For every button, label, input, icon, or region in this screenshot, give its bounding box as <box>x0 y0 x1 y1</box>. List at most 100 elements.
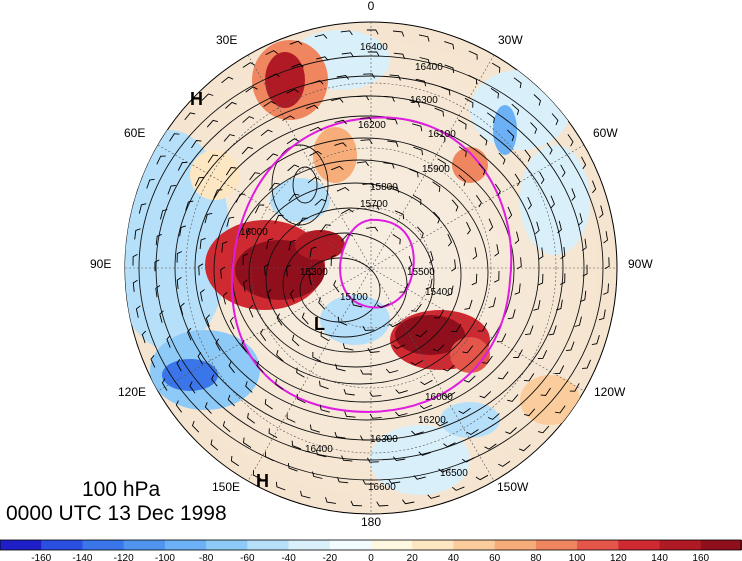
wind-barb <box>184 112 196 121</box>
wind-barb <box>452 486 465 491</box>
wind-barb <box>555 405 566 414</box>
wind-barb <box>513 349 523 358</box>
lon-label-90e: 90E <box>90 257 111 271</box>
graticule <box>125 22 617 514</box>
colorbar-tick-label: -60 <box>240 553 255 561</box>
wind-barb <box>412 194 422 205</box>
wind-barb <box>432 344 445 352</box>
wind-barb <box>351 299 363 308</box>
wind-barb <box>341 455 353 462</box>
wind-barb <box>523 373 535 382</box>
wind-barb <box>205 314 211 327</box>
colorbar-swatch <box>82 540 125 550</box>
wind-barb <box>367 205 380 211</box>
wind-barb <box>540 387 551 396</box>
wind-barb <box>399 283 409 293</box>
wind-barb <box>419 404 433 410</box>
wind-barb <box>367 457 379 463</box>
wind-barb <box>438 468 451 473</box>
wind-barb <box>411 430 424 436</box>
wind-barb <box>393 52 406 59</box>
wind-barb <box>286 264 291 277</box>
wind-barb <box>479 391 492 399</box>
wind-barb <box>434 107 444 117</box>
colorbar <box>0 539 742 551</box>
colorbar-tick-label: 40 <box>448 553 460 561</box>
wind-barb <box>362 479 375 485</box>
wind-barb <box>360 435 372 441</box>
wind-barb <box>300 490 311 499</box>
wind-barb <box>367 51 380 57</box>
wind-barb <box>134 228 141 240</box>
colorbar-tick-label: 140 <box>651 553 668 561</box>
wind-barb <box>341 52 354 58</box>
wind-barb <box>591 180 597 194</box>
wind-barb <box>603 231 608 244</box>
wind-barb <box>215 338 221 352</box>
wind-barb <box>275 481 286 491</box>
wind-barb <box>550 195 555 209</box>
colorbar-tick-labels: -160 -140 -120 -100 -80 -60 -40 -20 0 20 40 60 80 100… <box>31 553 709 561</box>
wind-barb <box>383 96 395 102</box>
colorbar-swatch <box>371 540 413 550</box>
colorbar-tick-label: -160 <box>31 553 51 561</box>
wind-barb <box>514 173 521 187</box>
wind-barb <box>582 359 592 369</box>
wind-barb <box>442 364 455 372</box>
wind-barb <box>340 208 354 214</box>
wind-barb <box>395 411 408 417</box>
colorbar-swatch <box>247 540 290 550</box>
wind-barb <box>320 224 331 233</box>
wind-barb <box>527 196 532 210</box>
wind-barb <box>598 309 606 321</box>
wind-barb <box>581 156 587 170</box>
wind-barb <box>227 394 236 407</box>
wind-barb <box>475 474 489 481</box>
colorbar-swatch <box>618 540 661 550</box>
wind-barb <box>581 238 587 251</box>
wind-barb <box>297 217 308 227</box>
wind-barb <box>551 113 559 126</box>
wind-barb <box>337 316 348 326</box>
wind-barb <box>289 289 295 303</box>
contour-label: 15800 <box>370 182 398 193</box>
wind-barb <box>268 182 280 191</box>
contour-label: 16300 <box>370 434 398 445</box>
lon-label-60w: 60W <box>593 126 618 140</box>
lon-label-120w: 120W <box>594 385 626 399</box>
wind-barb <box>362 325 375 331</box>
wind-barb <box>488 297 496 308</box>
wind-barb <box>135 305 141 318</box>
wind-barb <box>560 164 566 178</box>
contour-label: 15100 <box>340 292 368 303</box>
wind-barb <box>187 327 192 341</box>
wind-barb <box>482 355 493 364</box>
wind-barb <box>286 413 296 423</box>
wind-barb <box>155 285 161 298</box>
wind-barb <box>410 360 424 366</box>
wind-barb <box>498 152 506 165</box>
wind-barb <box>305 104 319 110</box>
wind-barb <box>388 478 401 484</box>
lon-label-180: 180 <box>361 515 381 529</box>
contour-labels: 16400 16400 16300 16200 16100 16000 1590… <box>240 42 468 493</box>
colorbar-tick-label: -80 <box>199 553 214 561</box>
wind-barb <box>191 420 200 433</box>
wind-barb <box>264 451 274 462</box>
wind-barb <box>335 363 346 372</box>
wind-barb <box>507 206 513 220</box>
wind-barb <box>344 411 356 418</box>
wind-barb <box>538 247 544 260</box>
wind-barb <box>167 184 176 195</box>
wind-barb <box>296 367 305 378</box>
wind-barb <box>309 424 320 433</box>
contour-label: 16400 <box>415 62 443 73</box>
wind-barb <box>458 119 467 130</box>
wind-barb <box>176 277 182 290</box>
wind-barb <box>320 331 330 342</box>
wind-barb <box>389 74 401 81</box>
wind-barb <box>516 257 522 270</box>
wind-barb <box>334 431 346 439</box>
wind-barb <box>387 140 399 148</box>
wind-barb <box>340 30 353 36</box>
